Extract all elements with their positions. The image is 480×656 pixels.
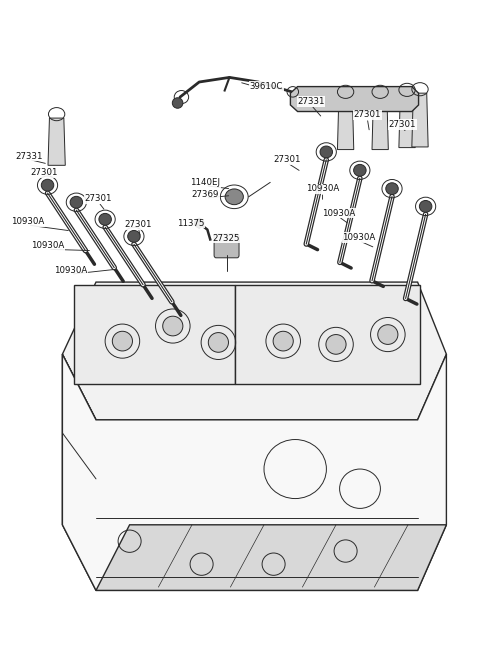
Text: 10930A: 10930A <box>342 233 376 242</box>
Text: 27301: 27301 <box>84 194 112 203</box>
Ellipse shape <box>326 335 346 354</box>
Polygon shape <box>399 94 415 148</box>
Polygon shape <box>62 354 446 590</box>
Text: 27301: 27301 <box>353 110 381 119</box>
Text: 10930A: 10930A <box>54 266 88 276</box>
Text: 27301: 27301 <box>273 155 301 164</box>
Ellipse shape <box>172 98 183 108</box>
Polygon shape <box>337 96 354 150</box>
Ellipse shape <box>354 165 366 176</box>
Polygon shape <box>372 96 388 150</box>
Ellipse shape <box>273 331 293 351</box>
FancyBboxPatch shape <box>214 234 239 258</box>
Text: 10930A: 10930A <box>31 241 65 251</box>
Text: 27301: 27301 <box>30 168 58 177</box>
Ellipse shape <box>112 331 132 351</box>
Ellipse shape <box>128 230 140 242</box>
Ellipse shape <box>163 316 183 336</box>
Polygon shape <box>235 285 420 384</box>
Text: 10930A: 10930A <box>11 217 45 226</box>
Polygon shape <box>74 285 235 384</box>
Ellipse shape <box>70 196 83 208</box>
Polygon shape <box>96 525 446 590</box>
Text: 27369: 27369 <box>192 190 219 199</box>
Text: 39610C: 39610C <box>250 82 283 91</box>
Ellipse shape <box>225 189 243 205</box>
Polygon shape <box>290 87 419 112</box>
Text: 1140EJ: 1140EJ <box>191 178 220 187</box>
Polygon shape <box>412 93 428 147</box>
Ellipse shape <box>420 201 432 213</box>
Text: 27331: 27331 <box>297 97 325 106</box>
Ellipse shape <box>320 146 333 158</box>
Ellipse shape <box>208 333 228 352</box>
Ellipse shape <box>99 213 111 225</box>
Polygon shape <box>48 118 65 165</box>
Polygon shape <box>62 282 446 420</box>
Ellipse shape <box>41 179 54 191</box>
Text: 10930A: 10930A <box>306 184 339 194</box>
Text: 11375: 11375 <box>177 218 205 228</box>
Text: 10930A: 10930A <box>322 209 355 218</box>
Text: 27301: 27301 <box>124 220 152 229</box>
Ellipse shape <box>194 218 204 228</box>
Ellipse shape <box>386 183 398 195</box>
Ellipse shape <box>378 325 398 344</box>
Text: 27331: 27331 <box>15 152 43 161</box>
Text: 27301: 27301 <box>388 120 416 129</box>
Polygon shape <box>62 354 96 590</box>
Text: 27325: 27325 <box>213 234 240 243</box>
